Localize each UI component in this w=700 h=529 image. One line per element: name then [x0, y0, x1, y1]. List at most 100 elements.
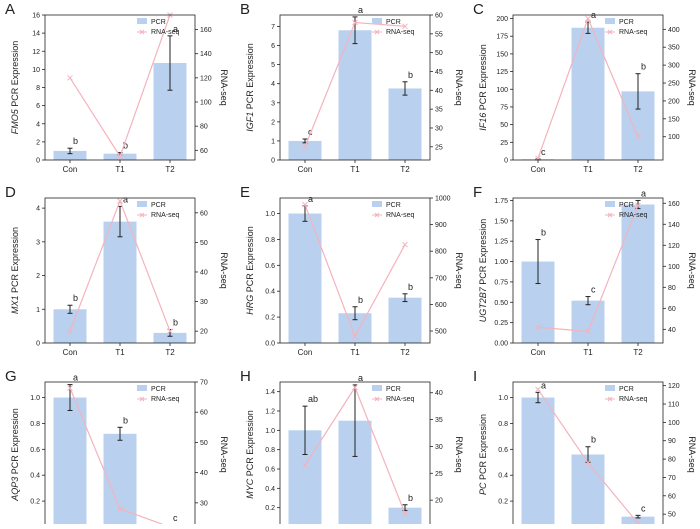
rnaseq-point [352, 384, 358, 391]
y-axis-label: IGF1 PCR Expression [245, 43, 255, 132]
y2-axis-label: RNA-seq [687, 252, 697, 289]
bar-con [53, 150, 87, 160]
significance-letter: b [408, 70, 413, 80]
significance-letter: b [173, 318, 178, 328]
y-tick-label: 0 [36, 341, 40, 348]
y-tick-label: 0.6 [265, 467, 275, 474]
panel-letter: D [5, 184, 16, 201]
y2-axis-label: RNA-seq [454, 69, 464, 106]
rnaseq-point [67, 74, 73, 81]
y2-axis-label: RNA-seq [219, 69, 229, 106]
y-axis-label-suffix: PCR Expression [245, 410, 255, 479]
bar-t1 [103, 221, 137, 343]
panel-g: Gabc0.00.20.40.60.81.03040506070ConT1T2A… [5, 368, 229, 529]
y2-tick-label: 30 [200, 299, 208, 306]
y2-axis-label: RNA-seq [687, 436, 697, 473]
y2-tick-label: 25 [435, 144, 443, 151]
y-axis-label: MYC PCR Expression [245, 410, 255, 499]
y-tick-label: 1.0 [265, 428, 275, 435]
significance-letter: b [73, 136, 78, 146]
rnaseq-point [535, 324, 541, 331]
legend-label-pcr: PCR [619, 386, 634, 393]
y-axis-label: IF16 PCR Expression [478, 44, 488, 131]
significance-letter: a [173, 24, 178, 34]
y2-tick-label: 50 [435, 50, 443, 57]
rnaseq-point [535, 386, 541, 393]
y2-tick-label: 110 [668, 402, 679, 409]
panel-f: Fb c a 0.00 0.25 0.50 0.75 1.00 1.25 1.50 1.75 40 60… [473, 184, 697, 357]
y-tick-label: 0.75 [494, 279, 508, 286]
y2-tick-label: 100 [668, 420, 680, 427]
y-tick-label: 0.4 [30, 473, 40, 480]
y-tick-label: 175 [496, 34, 508, 41]
y2-tick-label: 30 [200, 500, 208, 507]
y2-tick-label: 40 [435, 88, 443, 95]
y2-tick-label: 35 [435, 107, 443, 114]
y-tick-label: 0 [271, 158, 275, 165]
y-tick-label: 5 [271, 62, 275, 69]
x-tick-label: Con [63, 348, 78, 357]
y-axis-label-suffix: PCR Expression [10, 408, 20, 477]
y2-tick-label: 150 [668, 116, 680, 123]
y-tick-label: 125 [496, 69, 508, 76]
y-axis-label-suffix: PCR Expression [245, 226, 255, 295]
y-tick-label: 0.2 [30, 499, 40, 506]
legend-swatch-pcr [372, 201, 382, 207]
gene-name: HRG [245, 295, 255, 315]
y2-tick-label: 900 [435, 222, 447, 229]
y-tick-label: 0 [36, 158, 40, 165]
y2-tick-label: 100 [668, 264, 680, 271]
significance-letter: b [73, 293, 78, 303]
y2-axis-label: RNA-seq [454, 252, 464, 289]
y2-tick-label: 800 [435, 249, 447, 256]
panel-letter: F [473, 184, 482, 201]
y2-tick-label: 140 [668, 222, 680, 229]
y-axis-label: FMO5 PCR Expression [10, 41, 20, 135]
legend-swatch-pcr [137, 201, 147, 207]
y-tick-label: 1.0 [30, 395, 40, 402]
rnaseq-point [67, 328, 73, 335]
x-tick-label: T1 [583, 165, 593, 174]
legend-label-pcr: PCR [386, 386, 401, 393]
y2-tick-label: 40 [200, 269, 208, 276]
y-tick-label: 2 [36, 273, 40, 280]
y-tick-label: 0.2 [265, 315, 275, 322]
y2-tick-label: 300 [668, 63, 680, 70]
rnaseq-point [585, 328, 591, 335]
y-tick-label: 25 [500, 140, 508, 147]
y-tick-label: 1 [36, 307, 40, 314]
x-tick-label: T1 [115, 165, 125, 174]
y2-axis-label: RNA-seq [454, 436, 464, 473]
x-tick-label: T2 [633, 348, 643, 357]
y-tick-label: 1.75 [494, 198, 508, 205]
y-tick-label: 8 [36, 85, 40, 92]
bar-t2 [621, 204, 655, 343]
bar-t1 [571, 300, 605, 343]
legend-label-pcr: PCR [151, 19, 166, 26]
y2-tick-label: 60 [668, 493, 676, 500]
y2-tick-label: 80 [668, 457, 676, 464]
y2-tick-label: 60 [668, 306, 676, 313]
panel-letter: I [473, 368, 477, 385]
panel-letter: E [240, 184, 250, 201]
y2-tick-label: 80 [200, 124, 208, 131]
panel-letter: B [240, 1, 250, 18]
rnaseq-point [352, 333, 358, 340]
y2-tick-label: 1000 [435, 196, 451, 203]
bar-con [53, 309, 87, 343]
significance-letter: b [408, 282, 413, 292]
y2-tick-label: 160 [668, 201, 680, 208]
legend-label-pcr: PCR [386, 202, 401, 209]
y2-tick-label: 40 [668, 327, 676, 334]
significance-letter: b [541, 228, 546, 238]
panel-letter: A [5, 1, 15, 18]
significance-letter: c [641, 503, 646, 513]
significance-letter: b [123, 141, 128, 151]
y2-tick-label: 100 [668, 134, 680, 141]
x-tick-label: T1 [115, 348, 125, 357]
y-tick-label: 10 [32, 67, 40, 74]
y-axis-label: UGT2B7 PCR Expression [478, 219, 488, 323]
x-tick-label: Con [298, 348, 313, 357]
